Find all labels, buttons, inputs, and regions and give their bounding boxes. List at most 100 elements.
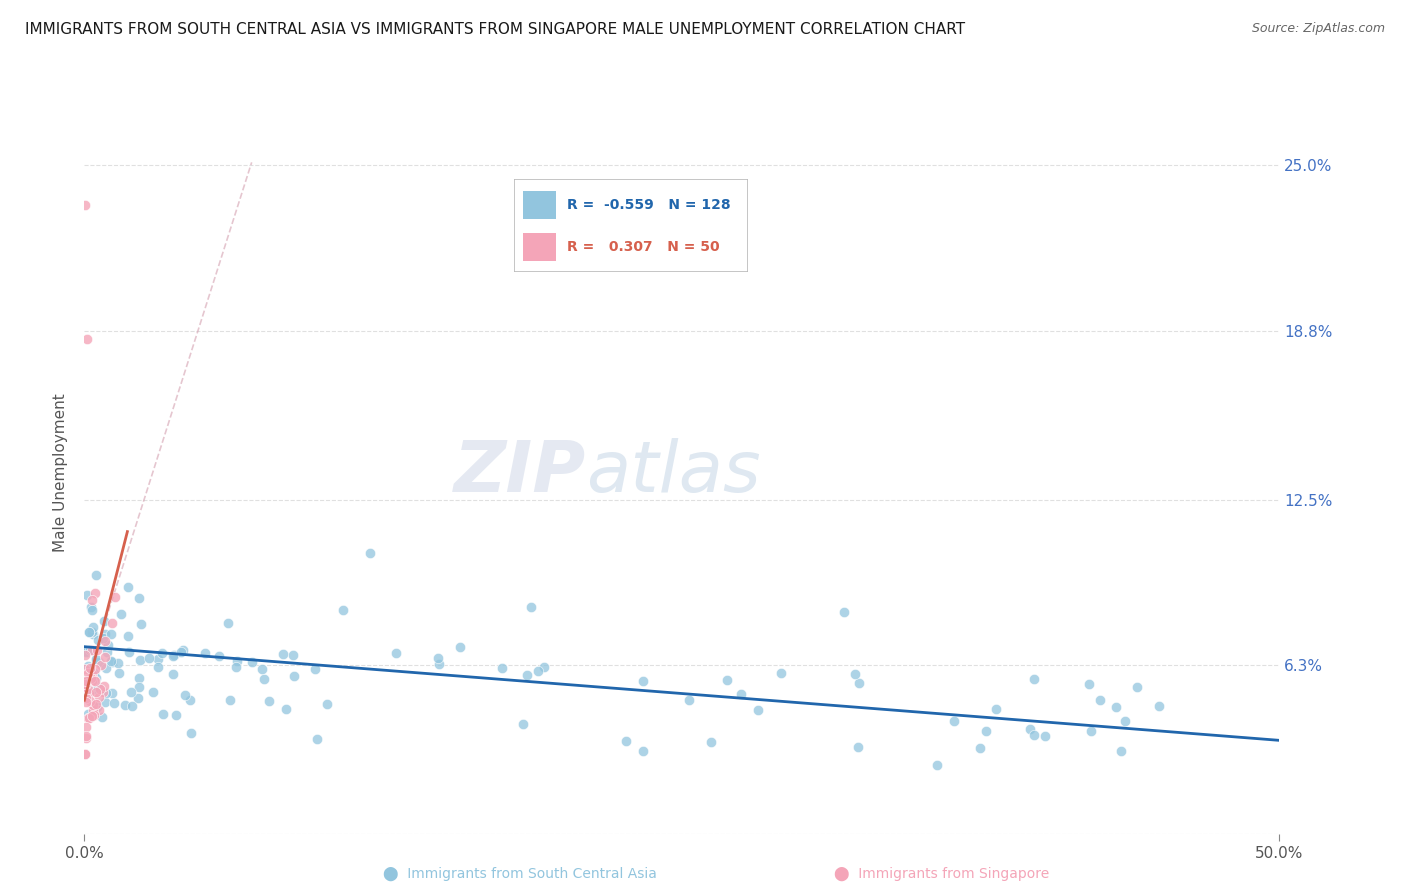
Point bbox=[117, 580, 139, 594]
Point bbox=[281, 648, 304, 662]
Point bbox=[730, 688, 752, 702]
Point bbox=[82, 620, 104, 634]
Point bbox=[304, 662, 326, 676]
Point bbox=[79, 599, 101, 614]
Point bbox=[82, 702, 104, 716]
Point bbox=[118, 645, 141, 659]
Point bbox=[1024, 672, 1046, 686]
Point bbox=[94, 661, 117, 675]
Point bbox=[614, 734, 637, 748]
Text: ⬤  Immigrants from South Central Asia: ⬤ Immigrants from South Central Asia bbox=[384, 867, 657, 881]
Text: IMMIGRANTS FROM SOUTH CENTRAL ASIA VS IMMIGRANTS FROM SINGAPORE MALE UNEMPLOYMEN: IMMIGRANTS FROM SOUTH CENTRAL ASIA VS IM… bbox=[25, 22, 966, 37]
Point bbox=[1018, 723, 1040, 737]
Point bbox=[82, 698, 104, 712]
Point bbox=[700, 735, 723, 749]
Point bbox=[107, 657, 129, 671]
Point bbox=[1033, 729, 1056, 743]
Point bbox=[75, 644, 97, 658]
Point bbox=[89, 702, 111, 716]
Point bbox=[128, 591, 150, 605]
Point bbox=[516, 668, 538, 682]
Point bbox=[86, 651, 108, 665]
Point bbox=[73, 674, 96, 689]
Point bbox=[150, 646, 173, 660]
Point bbox=[359, 546, 381, 560]
Point bbox=[427, 657, 450, 671]
Point bbox=[75, 645, 97, 659]
Point bbox=[519, 600, 541, 615]
Point bbox=[76, 588, 98, 602]
Point bbox=[427, 651, 450, 665]
Point bbox=[170, 645, 193, 659]
Point bbox=[142, 684, 165, 698]
Point bbox=[225, 660, 247, 674]
Point bbox=[240, 655, 263, 669]
Point bbox=[121, 699, 143, 714]
Point bbox=[80, 667, 103, 681]
Point bbox=[193, 647, 215, 661]
Point bbox=[83, 681, 105, 696]
Point bbox=[75, 731, 97, 746]
Point bbox=[103, 696, 125, 710]
Point bbox=[80, 603, 103, 617]
Point bbox=[77, 710, 100, 724]
Point bbox=[138, 650, 160, 665]
FancyBboxPatch shape bbox=[523, 191, 555, 219]
Point bbox=[974, 724, 997, 739]
Point bbox=[80, 673, 103, 688]
Point bbox=[75, 198, 97, 212]
Point bbox=[146, 660, 169, 674]
Point bbox=[986, 702, 1008, 716]
Point bbox=[1149, 699, 1171, 714]
Point bbox=[86, 679, 108, 693]
Point bbox=[93, 679, 115, 693]
Point bbox=[969, 740, 991, 755]
Point bbox=[108, 666, 131, 681]
Text: atlas: atlas bbox=[586, 438, 761, 508]
Point bbox=[315, 698, 337, 712]
Point bbox=[162, 667, 184, 681]
Point bbox=[844, 667, 866, 681]
Point bbox=[1105, 700, 1128, 714]
Point bbox=[79, 643, 101, 657]
Point bbox=[73, 661, 96, 675]
Point bbox=[82, 593, 104, 607]
Point bbox=[94, 686, 117, 700]
Point bbox=[79, 694, 101, 708]
Point bbox=[127, 690, 149, 705]
Point bbox=[846, 740, 869, 755]
Point bbox=[165, 707, 187, 722]
FancyBboxPatch shape bbox=[523, 233, 555, 260]
Point bbox=[101, 615, 124, 630]
Point bbox=[86, 685, 108, 699]
Point bbox=[89, 690, 111, 705]
FancyBboxPatch shape bbox=[513, 179, 748, 272]
Point bbox=[83, 586, 105, 600]
Point bbox=[120, 684, 142, 698]
Point bbox=[1080, 724, 1102, 739]
Point bbox=[129, 653, 152, 667]
Point bbox=[1077, 677, 1099, 691]
Point bbox=[83, 665, 105, 680]
Point bbox=[217, 616, 239, 631]
Point bbox=[93, 614, 115, 628]
Point bbox=[83, 673, 105, 687]
Point bbox=[75, 720, 97, 734]
Point bbox=[100, 627, 122, 641]
Point bbox=[942, 714, 965, 729]
Point bbox=[129, 616, 152, 631]
Point bbox=[86, 680, 108, 694]
Point bbox=[77, 624, 100, 639]
Point bbox=[91, 710, 114, 724]
Point bbox=[86, 699, 108, 714]
Point bbox=[219, 693, 242, 707]
Text: Source: ZipAtlas.com: Source: ZipAtlas.com bbox=[1251, 22, 1385, 36]
Point bbox=[77, 659, 100, 673]
Point bbox=[75, 684, 97, 698]
Point bbox=[1088, 693, 1111, 707]
Point bbox=[89, 681, 111, 696]
Text: ⬤  Immigrants from Singapore: ⬤ Immigrants from Singapore bbox=[834, 867, 1050, 881]
Point bbox=[1125, 680, 1147, 694]
Point bbox=[128, 680, 150, 694]
Point bbox=[180, 726, 202, 740]
